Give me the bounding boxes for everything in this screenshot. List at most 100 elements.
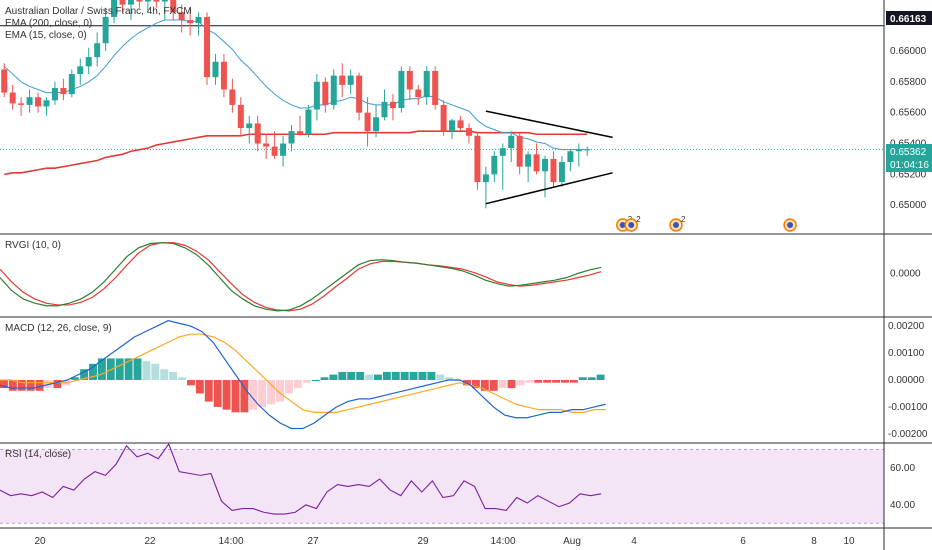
candle-body[interactable]	[440, 104, 447, 132]
candle-body[interactable]	[9, 92, 16, 104]
candle-body[interactable]	[187, 20, 194, 24]
candle-body[interactable]	[474, 135, 481, 183]
candle-body[interactable]	[339, 75, 346, 85]
candle-body[interactable]	[449, 120, 456, 132]
candle-body[interactable]	[94, 43, 101, 58]
rsi-pane[interactable]	[0, 442, 884, 524]
candle-body[interactable]	[280, 143, 287, 156]
candle-body[interactable]	[60, 87, 67, 95]
macd-histogram-bar	[418, 371, 427, 380]
candle-body[interactable]	[347, 75, 354, 85]
candle-body[interactable]	[246, 123, 253, 129]
candle-body[interactable]	[144, 0, 151, 2]
candle-body[interactable]	[43, 100, 50, 107]
candle-body[interactable]	[212, 61, 219, 78]
rvgi-pane[interactable]	[0, 242, 602, 312]
candle-body[interactable]	[1, 69, 8, 93]
candle-body[interactable]	[389, 101, 396, 109]
candle-body[interactable]	[364, 112, 371, 132]
candle-body[interactable]	[204, 16, 211, 78]
candle-body[interactable]	[542, 158, 549, 172]
macd-histogram-bar	[222, 380, 231, 410]
candle-body[interactable]	[584, 149, 591, 151]
candle-body[interactable]	[170, 0, 177, 13]
candle-body[interactable]	[305, 109, 312, 135]
candle-body[interactable]	[153, 0, 160, 2]
candle-body[interactable]	[85, 57, 92, 67]
macd-histogram-bar	[596, 374, 605, 380]
macd-histogram-bar	[552, 380, 561, 383]
candle-body[interactable]	[373, 117, 380, 132]
candle-body[interactable]	[499, 148, 506, 156]
candle-body[interactable]	[356, 75, 363, 113]
candle-body[interactable]	[237, 104, 244, 129]
candle-body[interactable]	[381, 101, 388, 118]
candle-body[interactable]	[220, 61, 227, 90]
time-tick-label: 14:00	[490, 536, 515, 547]
candle-body[interactable]	[415, 89, 422, 98]
macd-histogram-bar	[507, 380, 516, 389]
candle-body[interactable]	[525, 154, 532, 167]
time-tick-label: 22	[144, 536, 156, 547]
price-pane[interactable]: 222	[0, 0, 884, 232]
candle-body[interactable]	[111, 0, 118, 17]
candle-body[interactable]	[35, 97, 42, 107]
candle-body[interactable]	[516, 135, 523, 167]
candle-body[interactable]	[508, 135, 515, 149]
candle-body[interactable]	[271, 146, 278, 156]
candle-body[interactable]	[229, 89, 236, 105]
macd-histogram-bar	[53, 380, 62, 389]
candle-body[interactable]	[423, 70, 430, 98]
candle-body[interactable]	[550, 158, 557, 183]
candle-body[interactable]	[178, 12, 185, 21]
candle-body[interactable]	[432, 70, 439, 105]
candle-body[interactable]	[330, 75, 337, 105]
event-marker-flag	[787, 222, 794, 228]
candle-body[interactable]	[313, 81, 320, 110]
rsi-tick-label: 40.00	[890, 500, 915, 511]
level-price-badge	[886, 11, 932, 25]
candle-body[interactable]	[26, 97, 33, 105]
candle-body[interactable]	[457, 120, 464, 129]
candle-body[interactable]	[482, 174, 489, 183]
candle-body[interactable]	[398, 70, 405, 109]
price-tick-label: 0.65200	[890, 169, 927, 180]
macd-histogram-bar	[534, 380, 543, 383]
triangle-trendline[interactable]	[485, 172, 613, 205]
rsi-line	[0, 442, 602, 515]
candle-body[interactable]	[18, 103, 25, 105]
candle-body[interactable]	[558, 162, 565, 183]
candle-body[interactable]	[127, 0, 134, 5]
macd-histogram-bar	[178, 377, 187, 380]
macd-histogram-bar	[17, 380, 26, 391]
candle-body[interactable]	[136, 0, 143, 2]
candle-body[interactable]	[195, 16, 202, 24]
candle-body[interactable]	[51, 87, 58, 101]
candle-body[interactable]	[77, 66, 84, 75]
macd-histogram-bar	[97, 358, 106, 380]
macd-histogram-bar	[525, 380, 534, 383]
candle-body[interactable]	[575, 149, 582, 152]
triangle-trendline[interactable]	[485, 110, 613, 139]
candle-body[interactable]	[533, 154, 540, 172]
candle-body[interactable]	[68, 74, 75, 95]
time-tick-label: Aug	[563, 536, 581, 547]
candle-body[interactable]	[322, 81, 329, 105]
candle-body[interactable]	[406, 70, 413, 90]
candle-body[interactable]	[263, 143, 270, 147]
candle-body[interactable]	[254, 123, 261, 144]
candle-body[interactable]	[119, 0, 126, 5]
macd-histogram-bar	[169, 371, 178, 380]
last-price-badge	[886, 144, 932, 172]
macd-histogram-bar	[338, 371, 347, 380]
candle-body[interactable]	[102, 16, 109, 44]
candle-body[interactable]	[288, 131, 295, 144]
candle-body[interactable]	[465, 128, 472, 136]
candle-body[interactable]	[296, 131, 303, 135]
candle-body[interactable]	[491, 155, 498, 175]
candle-body[interactable]	[161, 0, 168, 2]
candle-body[interactable]	[567, 151, 574, 163]
macd-pane[interactable]	[0, 320, 606, 430]
macd-tick-label: -0.00100	[888, 402, 928, 413]
